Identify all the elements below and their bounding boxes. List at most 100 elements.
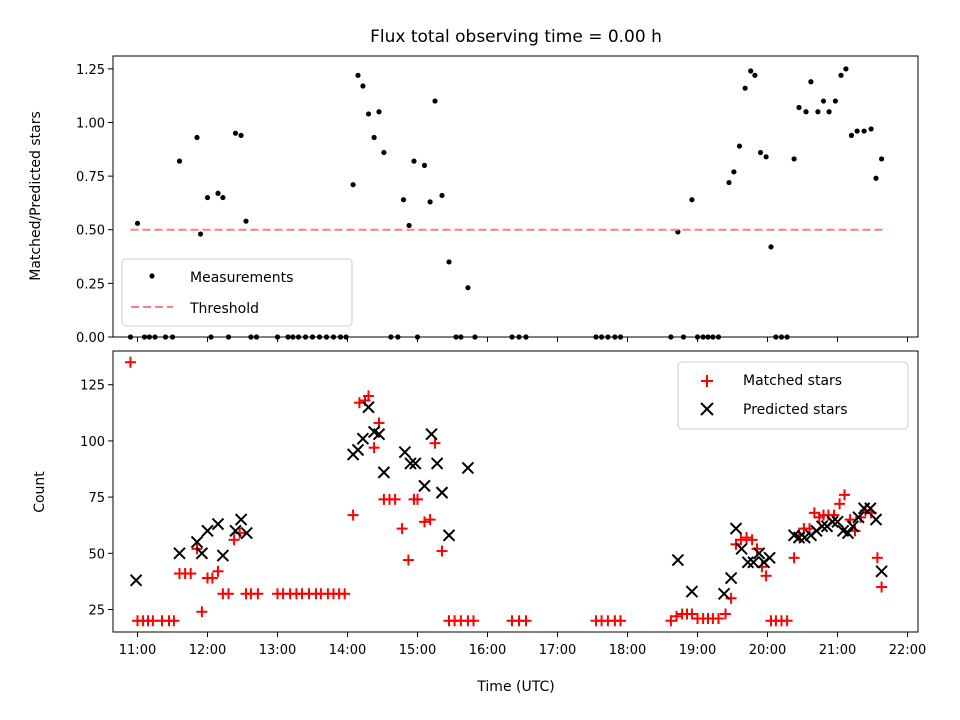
matched-star-point bbox=[396, 523, 408, 535]
matched-star-point bbox=[876, 581, 888, 593]
measurement-point bbox=[768, 244, 774, 250]
predicted-star-point bbox=[398, 445, 412, 459]
predicted-star-point bbox=[685, 585, 699, 598]
matched-star-point bbox=[252, 588, 264, 600]
count-panel: 25 50 75 100 125 11:00 12:00 13:00 14:00 15:00 16… bbox=[32, 350, 926, 695]
measurement-point bbox=[381, 149, 387, 156]
matched-star-point bbox=[389, 493, 401, 505]
predicted-star-point bbox=[747, 556, 760, 569]
matched-star-point bbox=[671, 610, 682, 622]
count-x-tick-label: 19:00 bbox=[679, 643, 716, 658]
count-x-tick-label: 13:00 bbox=[259, 643, 296, 658]
measurement-point bbox=[355, 72, 361, 78]
matched-star-point bbox=[223, 588, 234, 600]
count-x-tick-label: 20:00 bbox=[749, 643, 786, 658]
predicted-star-point bbox=[362, 400, 375, 414]
measurement-point bbox=[879, 156, 885, 162]
matched-star-point bbox=[735, 534, 747, 546]
ratio-y-tick-label: 0.00 bbox=[76, 331, 105, 346]
count-x-tick-label: 15:00 bbox=[399, 643, 436, 658]
matched-star-point bbox=[212, 565, 224, 577]
measurement-point bbox=[796, 104, 802, 111]
predicted-star-point bbox=[826, 515, 839, 529]
predicted-star-point bbox=[717, 587, 731, 600]
matched-star-point bbox=[347, 509, 359, 521]
legend-measurements-label: Measurements bbox=[190, 270, 293, 286]
matched-star-point bbox=[419, 516, 430, 528]
matched-star-point bbox=[720, 608, 731, 620]
measurement-point bbox=[752, 72, 758, 78]
predicted-star-point bbox=[425, 427, 438, 441]
measurement-point bbox=[197, 231, 204, 237]
predicted-star-point bbox=[763, 551, 776, 565]
predicted-star-point bbox=[409, 457, 422, 470]
measurement-point bbox=[689, 197, 695, 203]
predicted-star-point bbox=[864, 502, 877, 515]
matched-star-point bbox=[781, 615, 793, 627]
matched-star-point bbox=[760, 570, 772, 582]
predicted-star-point bbox=[229, 524, 242, 538]
measurement-point bbox=[726, 179, 732, 186]
measurement-point bbox=[446, 259, 452, 265]
predicted-star-point bbox=[404, 457, 417, 470]
matched-star-point bbox=[402, 554, 414, 566]
predicted-star-point bbox=[869, 513, 883, 526]
count-plot-area bbox=[125, 356, 888, 627]
matched-star-point bbox=[363, 390, 374, 402]
matched-star-point bbox=[520, 615, 532, 627]
matched-star-point bbox=[788, 552, 800, 564]
predicted-star-point bbox=[435, 486, 449, 499]
matched-star-point bbox=[665, 615, 677, 627]
predicted-star-point bbox=[201, 524, 214, 538]
matched-star-point bbox=[368, 442, 380, 454]
measurement-point bbox=[848, 132, 855, 138]
legend-matched-label: Matched stars bbox=[743, 373, 842, 389]
measurement-point bbox=[400, 197, 407, 203]
measurement-point bbox=[406, 222, 412, 229]
predicted-star-point bbox=[671, 553, 685, 567]
predicted-star-point bbox=[735, 542, 748, 556]
ratio-axes-frame bbox=[112, 55, 919, 338]
measurement-point bbox=[843, 66, 849, 72]
measurement-point bbox=[791, 156, 797, 162]
measurement-point bbox=[427, 199, 433, 205]
matched-star-point bbox=[206, 572, 218, 584]
count-y-tick-label: 25 bbox=[88, 604, 105, 619]
measurement-point bbox=[376, 109, 382, 115]
matched-star-point bbox=[429, 437, 441, 449]
measurement-point bbox=[757, 149, 764, 156]
measurement-point bbox=[432, 98, 438, 104]
predicted-star-point bbox=[351, 443, 365, 457]
predicted-star-point bbox=[234, 513, 248, 526]
predicted-star-point bbox=[190, 535, 204, 549]
count-legend: Matched stars Predicted stars bbox=[677, 361, 909, 430]
count-y-tick-label: 100 bbox=[80, 435, 105, 450]
predicted-star-point bbox=[841, 526, 855, 540]
count-y-axis: 25 50 75 100 125 bbox=[80, 379, 113, 619]
predicted-star-point bbox=[240, 526, 253, 540]
measurement-point bbox=[371, 134, 377, 141]
measurement-point bbox=[350, 182, 356, 188]
count-axes-frame bbox=[112, 350, 919, 633]
count-x-axis: 11:00 12:00 13:00 14:00 15:00 16:00 17:00 18:00… bbox=[119, 632, 926, 658]
matched-star-point bbox=[168, 615, 180, 627]
matched-star-point bbox=[468, 615, 479, 627]
legend-predicted-label: Predicted stars bbox=[743, 402, 848, 418]
predicted-star-point bbox=[852, 511, 865, 524]
ratio-y-tick-label: 0.25 bbox=[76, 277, 105, 292]
matched-star-point bbox=[615, 615, 626, 627]
measurement-point bbox=[808, 79, 814, 85]
predicted-star-point bbox=[461, 461, 475, 475]
count-y-tick-label: 50 bbox=[88, 547, 105, 562]
legend-predicted-marker bbox=[700, 402, 714, 416]
ratio-y-axis-label: Matched/Predicted stars bbox=[28, 111, 44, 281]
predicted-star-point bbox=[724, 571, 738, 585]
measurement-point bbox=[815, 109, 821, 115]
measurement-point bbox=[861, 128, 867, 134]
count-y-axis-label: Count bbox=[32, 471, 48, 513]
predicted-star-point bbox=[729, 522, 743, 535]
count-x-tick-label: 16:00 bbox=[469, 643, 506, 658]
measurement-point bbox=[803, 109, 809, 115]
matched-star-point bbox=[834, 498, 846, 510]
